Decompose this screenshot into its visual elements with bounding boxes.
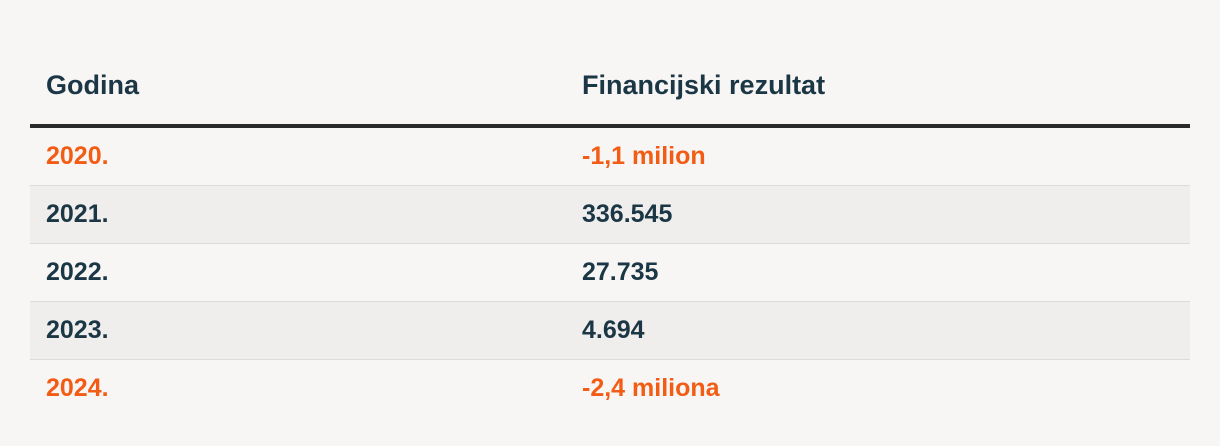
result-cell: -2,4 miliona: [582, 374, 720, 402]
financial-results-table: Godina Financijski rezultat 2020. -1,1 m…: [30, 46, 1190, 417]
table-row: 2021. 336.545: [30, 185, 1190, 244]
result-cell: 4.694: [566, 301, 1190, 360]
header-year: Godina: [30, 46, 566, 128]
table-row: 2022. 27.735: [30, 243, 1190, 302]
year-cell: 2024.: [46, 374, 109, 402]
result-cell: -1,1 milion: [566, 126, 1190, 186]
table-row: 2024. -2,4 miliona: [30, 360, 1190, 418]
results-table-container: Godina Financijski rezultat 2020. -1,1 m…: [30, 46, 1190, 417]
result-cell: 27.735: [566, 243, 1190, 302]
table-row: 2020. -1,1 milion: [30, 126, 1190, 186]
year-cell: 2022.: [30, 243, 566, 302]
result-cell: 336.545: [566, 185, 1190, 244]
year-cell: 2020.: [30, 126, 566, 186]
year-cell: 2021.: [30, 185, 566, 244]
table-header-row: Godina Financijski rezultat: [30, 46, 1190, 128]
table-row: 2023. 4.694: [30, 301, 1190, 360]
header-financial-result: Financijski rezultat: [566, 46, 1190, 128]
year-cell: 2023.: [30, 301, 566, 360]
